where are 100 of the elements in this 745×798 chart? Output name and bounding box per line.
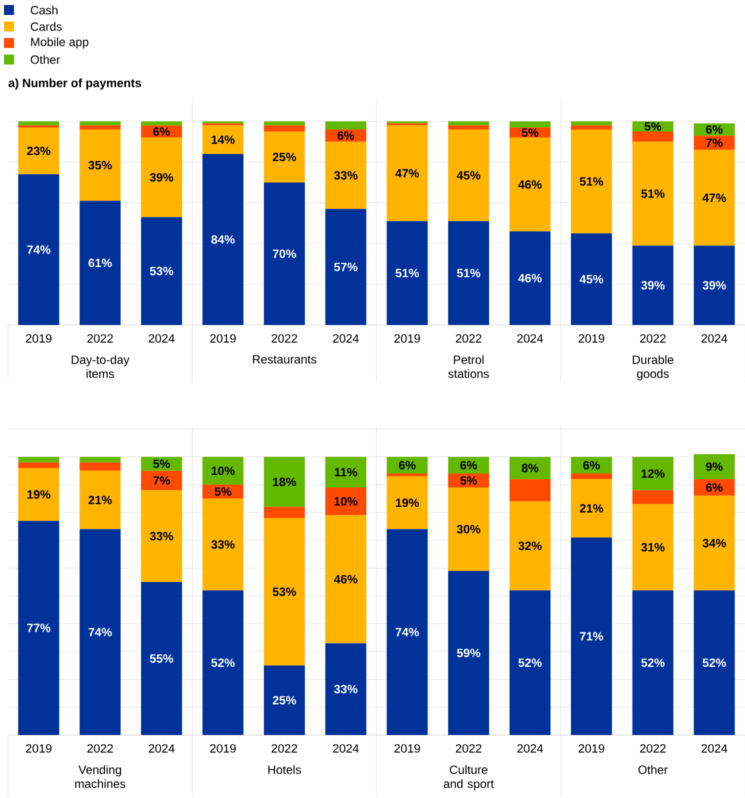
bar (510, 501, 551, 590)
x-tick-label: 2022 (272, 744, 298, 753)
bar (202, 590, 244, 735)
bar (694, 590, 735, 735)
x-tick-label: 2022 (640, 334, 666, 343)
x-tick-label: 2019 (394, 744, 420, 753)
data-label: 51% (641, 189, 665, 198)
data-label: 52% (641, 658, 665, 667)
text: Durable goods (632, 355, 674, 380)
bar (510, 479, 551, 502)
text: Culture and sport (444, 765, 494, 790)
bar (632, 490, 674, 504)
bar (386, 125, 428, 222)
data-label: 57% (334, 262, 358, 272)
bar (448, 130, 490, 222)
bar (632, 456, 674, 490)
data-label: 61% (88, 258, 112, 268)
data-label: 23% (27, 146, 50, 156)
data-label: 32% (518, 542, 542, 550)
bar (141, 490, 182, 582)
data-label: 6% (460, 460, 477, 470)
bar (694, 479, 735, 496)
data-label: 31% (641, 543, 665, 552)
data-label: 51% (396, 268, 419, 278)
data-label: 39% (702, 281, 726, 290)
data-label: 18% (273, 478, 296, 486)
data-label: 30% (456, 524, 480, 534)
data-label: 8% (522, 464, 538, 472)
data-label: 6% (153, 127, 170, 136)
bar (202, 498, 244, 590)
bar (694, 246, 735, 325)
data-label: 9% (706, 462, 723, 471)
text: Petrol stations (448, 355, 489, 378)
bar (141, 121, 182, 126)
data-label: 39% (150, 173, 174, 182)
bar (18, 456, 60, 462)
data-label: 35% (88, 160, 112, 170)
bar (694, 150, 735, 246)
data-label: 5% (644, 122, 662, 131)
data-label: 46% (518, 274, 542, 282)
data-label: 74% (27, 245, 50, 254)
x-tick-label: 2019 (210, 744, 236, 753)
x-tick-label: 2022 (87, 334, 113, 343)
bar (325, 487, 366, 516)
legend-label: Cash (30, 6, 58, 14)
data-label: 6% (706, 483, 723, 492)
bar (386, 476, 428, 530)
data-label: 47% (702, 194, 726, 202)
data-label: 59% (456, 648, 480, 658)
data-label: 5% (460, 476, 477, 485)
x-tick-label: 2019 (26, 744, 52, 753)
data-label: 7% (706, 138, 723, 147)
x-tick-label: 2022 (640, 744, 666, 753)
bar (510, 456, 551, 480)
data-label: 70% (272, 249, 296, 258)
x-tick-label: 2024 (333, 744, 359, 753)
bar (141, 217, 182, 325)
bar (202, 154, 244, 325)
x-tick-label: 2019 (26, 334, 52, 343)
data-label: 10% (334, 497, 358, 506)
text: Restaurants (253, 355, 316, 364)
bar (264, 132, 305, 182)
text: Other (638, 765, 668, 774)
data-label: 14% (212, 135, 235, 144)
bar (570, 125, 612, 130)
text: Hotels (268, 765, 301, 774)
x-tick-label: 2022 (456, 744, 482, 753)
data-label: 55% (150, 654, 174, 663)
data-label: 74% (396, 628, 419, 636)
text: Vending machines (75, 765, 126, 788)
data-label: 74% (88, 628, 112, 636)
data-label: 33% (211, 540, 235, 549)
bar (264, 182, 305, 325)
data-label: 19% (396, 498, 419, 507)
x-tick-label: 2022 (272, 334, 298, 343)
data-label: 21% (580, 504, 604, 513)
bar (18, 127, 60, 174)
bar (325, 208, 366, 325)
x-tick-label: 2024 (333, 334, 359, 343)
x-tick-label: 2024 (148, 744, 175, 753)
bar (570, 130, 612, 234)
data-label: 52% (211, 658, 235, 667)
data-label: 12% (642, 469, 665, 478)
bar (510, 138, 551, 232)
bar (264, 456, 305, 507)
bar (510, 231, 551, 325)
data-label: 71% (580, 632, 604, 640)
bar (448, 487, 490, 571)
data-label: 6% (583, 460, 600, 470)
data-label: 6% (398, 460, 416, 470)
bar (325, 643, 366, 735)
bar (448, 221, 490, 325)
bar (80, 200, 121, 325)
x-tick-label: 2024 (517, 744, 544, 753)
bar (264, 518, 305, 666)
bar (18, 520, 60, 735)
data-label: 5% (153, 460, 170, 468)
x-tick-label: 2022 (87, 744, 113, 753)
bar (386, 221, 428, 325)
bar (80, 470, 121, 530)
